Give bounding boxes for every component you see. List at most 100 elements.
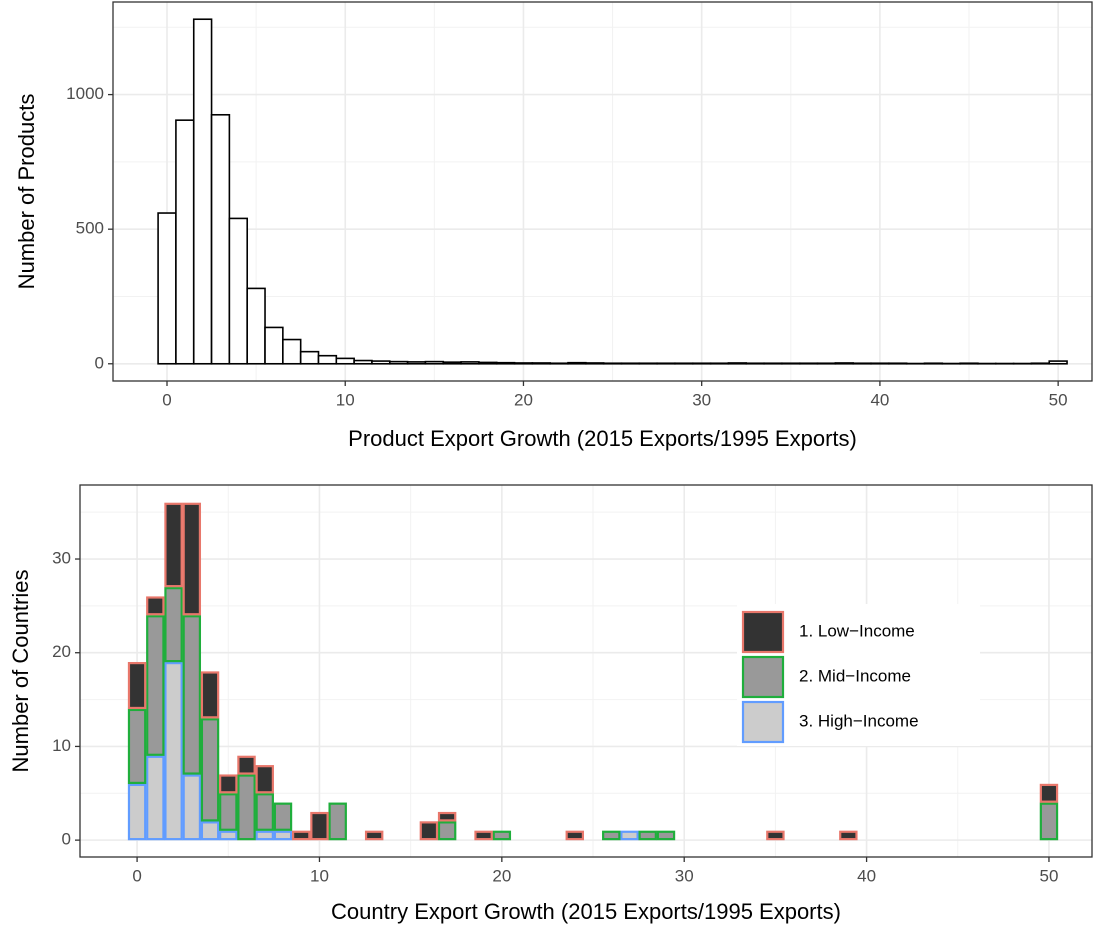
bar — [639, 363, 657, 364]
bar — [318, 356, 336, 364]
x-tick-label: 20 — [492, 866, 511, 885]
bar-segment — [311, 813, 327, 839]
bar — [675, 363, 693, 364]
bar — [550, 363, 568, 364]
bar-segment — [257, 766, 273, 792]
bar-segment — [494, 832, 510, 839]
bar-segment — [147, 598, 163, 615]
bar-segment — [238, 757, 254, 774]
legend-key — [743, 612, 783, 652]
x-tick-label: 40 — [870, 390, 889, 409]
bar — [354, 361, 372, 364]
y-axis-title: Number of Products — [14, 94, 39, 290]
legend-key — [743, 657, 783, 697]
y-tick-label: 1000 — [66, 84, 104, 103]
bar-segment — [129, 710, 145, 783]
bar-segment — [220, 776, 236, 793]
bar-segment — [567, 832, 583, 839]
bar-segment — [184, 616, 200, 773]
bar — [764, 363, 782, 364]
bar-segment — [220, 832, 236, 839]
x-tick-label: 20 — [514, 390, 533, 409]
bar-segment — [640, 832, 656, 839]
bar-segment — [202, 822, 218, 839]
bar-segment — [147, 757, 163, 839]
bar — [265, 327, 283, 363]
bar-segment — [439, 813, 455, 820]
bar — [835, 363, 853, 364]
bar — [479, 362, 497, 363]
bar-segment — [184, 504, 200, 614]
bar-segment — [439, 822, 455, 839]
bar-segment — [184, 776, 200, 840]
bar-segment — [1041, 785, 1057, 802]
bar — [853, 363, 871, 364]
bar — [657, 363, 675, 364]
x-tick-label: 0 — [132, 866, 141, 885]
bar — [924, 363, 942, 364]
bar — [728, 363, 746, 364]
legend-label: 3. High−Income — [799, 711, 919, 730]
x-tick-label: 40 — [857, 866, 876, 885]
bar — [515, 363, 533, 364]
bar-segment — [840, 832, 856, 839]
bar-segment — [475, 832, 491, 839]
bar — [568, 363, 586, 364]
bar — [604, 363, 622, 364]
bar-segment — [330, 804, 346, 839]
x-tick-label: 10 — [310, 866, 329, 885]
bar — [301, 352, 319, 364]
bar-segment — [165, 504, 181, 586]
bar — [336, 358, 354, 363]
bar-segment — [421, 822, 437, 839]
x-tick-label: 50 — [1049, 390, 1068, 409]
bar — [283, 340, 301, 364]
bar-segment — [165, 663, 181, 839]
bar-segment — [202, 672, 218, 717]
x-tick-label: 50 — [1039, 866, 1058, 885]
bar-segment — [366, 832, 382, 839]
bar-segment — [220, 794, 236, 829]
bar-segment — [165, 588, 181, 661]
y-tick-label: 500 — [76, 219, 104, 238]
bar — [800, 363, 818, 364]
bar — [497, 363, 515, 364]
x-axis-title: Country Export Growth (2015 Exports/1995… — [331, 899, 841, 924]
bar — [532, 363, 550, 364]
bar-segment — [238, 776, 254, 840]
bar — [372, 361, 390, 364]
y-tick-label: 0 — [95, 353, 104, 372]
y-axis-title: Number of Countries — [8, 570, 33, 773]
x-tick-label: 0 — [162, 390, 171, 409]
bar — [194, 19, 212, 364]
bar-segment — [257, 832, 273, 839]
bar — [158, 213, 176, 364]
bar — [871, 363, 889, 364]
bar — [782, 363, 800, 364]
bar — [212, 115, 230, 364]
x-tick-label: 30 — [692, 390, 711, 409]
bar-segment — [275, 804, 291, 830]
bar-segment — [275, 832, 291, 839]
bar — [1031, 363, 1049, 364]
bar — [408, 362, 426, 364]
bar-segment — [257, 794, 273, 829]
bar — [693, 363, 711, 364]
x-axis-title: Product Export Growth (2015 Exports/1995… — [348, 426, 857, 451]
bar — [1049, 361, 1067, 364]
bar — [889, 363, 907, 364]
bar-segment — [293, 832, 309, 839]
legend-key — [743, 702, 783, 742]
bar-segment — [129, 663, 145, 708]
legend-label: 2. Mid−Income — [799, 666, 911, 685]
x-tick-label: 30 — [675, 866, 694, 885]
bar — [960, 363, 978, 364]
bar — [247, 288, 265, 363]
bar-segment — [603, 832, 619, 839]
y-tick-label: 0 — [62, 830, 71, 849]
bar — [746, 363, 764, 364]
bar-segment — [1041, 804, 1057, 839]
x-tick-label: 10 — [336, 390, 355, 409]
